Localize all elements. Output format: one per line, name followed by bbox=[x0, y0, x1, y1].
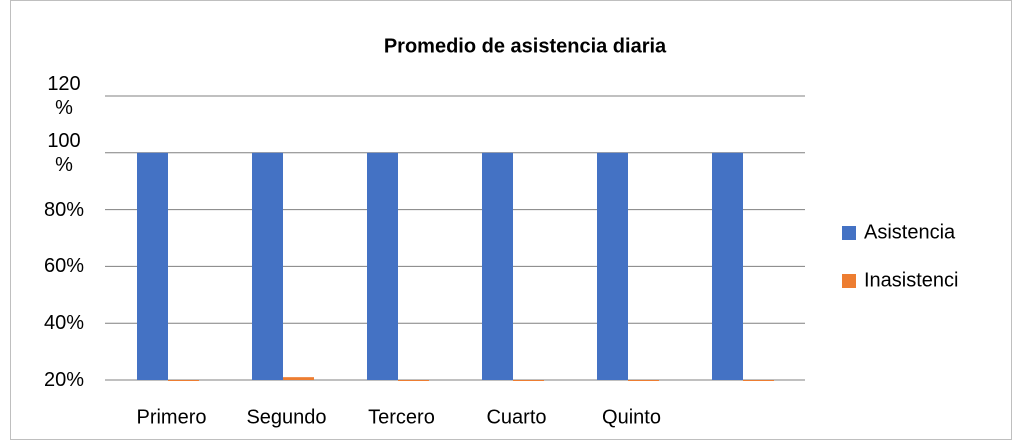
y-tick-label: 100 % bbox=[47, 129, 81, 176]
legend-label: Inasistenci bbox=[864, 269, 959, 291]
bar bbox=[513, 380, 544, 381]
bar bbox=[137, 152, 168, 380]
legend-swatch bbox=[842, 274, 856, 288]
y-tick-label: 80% bbox=[43, 198, 85, 221]
y-tick-label: 20% bbox=[43, 369, 85, 391]
bar bbox=[283, 377, 314, 380]
x-tick-label: Primero bbox=[136, 406, 206, 428]
bar bbox=[743, 380, 774, 381]
x-tick-label: Segundo bbox=[246, 406, 326, 428]
y-tick-label: 60% bbox=[43, 255, 85, 278]
bar bbox=[712, 152, 743, 380]
chart-title: Promedio de asistencia diaria bbox=[384, 35, 667, 57]
bar bbox=[597, 152, 628, 380]
legend-label: Asistencia bbox=[864, 221, 956, 243]
y-tick-label: 40% bbox=[43, 312, 85, 335]
bar bbox=[398, 380, 429, 381]
bar bbox=[252, 152, 283, 380]
x-tick-label: Tercero bbox=[368, 406, 435, 428]
bar bbox=[367, 152, 398, 380]
bar bbox=[628, 380, 659, 381]
bar bbox=[168, 380, 199, 381]
x-tick-label: Cuarto bbox=[486, 406, 546, 428]
bar bbox=[482, 152, 513, 380]
x-tick-label: Quinto bbox=[602, 406, 661, 428]
y-tick-label: 120 % bbox=[47, 73, 81, 119]
legend-swatch bbox=[842, 226, 856, 240]
